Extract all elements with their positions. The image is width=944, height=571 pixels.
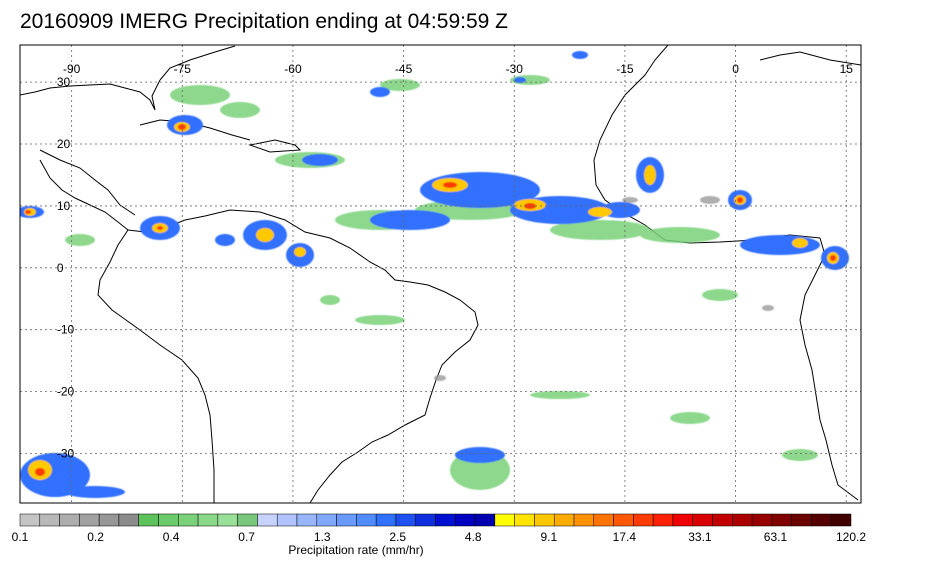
hispaniola xyxy=(248,139,302,153)
colorbar-swatch xyxy=(138,513,159,527)
colorbar-swatch xyxy=(751,513,773,527)
latitude-tick-label: 20 xyxy=(57,137,71,151)
latitude-tick-label: 0 xyxy=(57,261,64,275)
colorbar-tick-label: 0.4 xyxy=(162,530,180,544)
colorbar-swatch xyxy=(217,513,238,527)
africa-west-coast xyxy=(593,45,821,244)
tick-labels: -90 -75 -60 -45 -30 -15 0 15 30 20 10 0 -10 -20 -30 xyxy=(57,62,853,461)
colorbar-swatch xyxy=(79,513,100,527)
colorbar-swatch xyxy=(415,513,436,527)
colorbar-tick-label: 0.7 xyxy=(238,530,255,544)
colorbar-swatch xyxy=(633,513,654,527)
gulf-coast xyxy=(20,79,161,111)
colorbar-swatch xyxy=(19,513,41,527)
africa-gulf-of-guinea xyxy=(799,237,859,501)
colorbar-swatch xyxy=(257,513,278,527)
colorbar-swatch xyxy=(514,513,535,527)
colorbar xyxy=(19,513,852,527)
longitude-tick-label: -45 xyxy=(395,62,413,76)
colorbar-swatch xyxy=(59,513,80,527)
colorbar-swatch xyxy=(197,513,219,527)
plot-frame xyxy=(19,44,862,504)
south-america-west-coast xyxy=(97,229,215,503)
colorbar-swatch xyxy=(435,513,456,527)
colorbar-swatch xyxy=(178,513,199,527)
latitude-tick-label: 30 xyxy=(57,75,71,89)
colorbar-swatch xyxy=(672,513,693,527)
colorbar-swatch xyxy=(118,513,139,527)
colorbar-title: Precipitation rate (mm/hr) xyxy=(288,543,424,557)
coastlines xyxy=(20,45,861,503)
colorbar-swatch xyxy=(375,513,397,527)
colorbar-swatch xyxy=(39,513,60,527)
central-america-north-coast xyxy=(39,149,136,216)
colorbar-swatch xyxy=(455,513,476,527)
gridlines xyxy=(20,45,861,503)
colorbar-swatch xyxy=(791,513,812,527)
colorbar-tick-label: 9.1 xyxy=(540,530,558,544)
colorbar-tick-label: 17.4 xyxy=(612,530,637,544)
central-america-coast xyxy=(39,159,129,231)
colorbar-swatch xyxy=(276,513,298,527)
longitude-tick-label: -60 xyxy=(284,62,302,76)
longitude-tick-label: -90 xyxy=(63,62,81,76)
colorbar-swatch xyxy=(593,513,614,527)
us-east-coast xyxy=(159,45,236,81)
colorbar-tick-label: 2.5 xyxy=(389,530,407,544)
colorbar-swatch xyxy=(573,513,595,527)
colorbar-swatch xyxy=(771,513,792,527)
map-title: 20160909 IMERG Precipitation ending at 0… xyxy=(20,10,508,33)
colorbar-tick-label: 1.3 xyxy=(313,530,331,544)
colorbar-tick-label: 63.1 xyxy=(763,530,788,544)
longitude-tick-label: 0 xyxy=(732,62,739,76)
colorbar-tick-label: 120.2 xyxy=(835,530,867,544)
colorbar-swatch xyxy=(336,513,357,527)
colorbar-tick-label: 4.8 xyxy=(464,530,482,544)
colorbar-swatch xyxy=(356,513,377,527)
rain-cells xyxy=(20,51,849,498)
colorbar-swatch xyxy=(830,513,852,527)
colorbar-swatch xyxy=(534,513,555,527)
colorbar-swatch xyxy=(158,513,179,527)
longitude-tick-label: 15 xyxy=(840,62,854,76)
colorbar-swatch xyxy=(732,513,753,527)
colorbar-swatch xyxy=(98,513,120,527)
longitude-tick-label: -75 xyxy=(174,62,192,76)
south-america-coast xyxy=(127,209,479,503)
latitude-tick-label: 10 xyxy=(57,199,71,213)
colorbar-swatch xyxy=(553,513,575,527)
colorbar-swatch xyxy=(811,513,832,527)
colorbar-swatch xyxy=(395,513,416,527)
latitude-tick-label: -20 xyxy=(57,385,75,399)
colorbar-swatch xyxy=(652,513,674,527)
colorbar-swatch xyxy=(237,513,258,527)
colorbar-swatch xyxy=(296,513,318,527)
colorbar-swatch xyxy=(692,513,713,527)
mediterranean-coast xyxy=(759,51,861,66)
colorbar-swatch xyxy=(316,513,337,527)
longitude-tick-label: -30 xyxy=(506,62,524,76)
longitude-tick-label: -15 xyxy=(616,62,634,76)
latitude-tick-label: -10 xyxy=(57,323,75,337)
colorbar-tick-label: 33.1 xyxy=(688,530,712,544)
colorbar-tick-label: 0.2 xyxy=(87,530,104,544)
colorbar-swatch xyxy=(613,513,634,527)
colorbar-swatch xyxy=(712,513,733,527)
latitude-tick-label: -30 xyxy=(57,446,75,460)
colorbar-swatch xyxy=(494,513,515,527)
colorbar-swatch xyxy=(474,513,496,527)
colorbar-tick-label: 0.1 xyxy=(11,530,29,544)
